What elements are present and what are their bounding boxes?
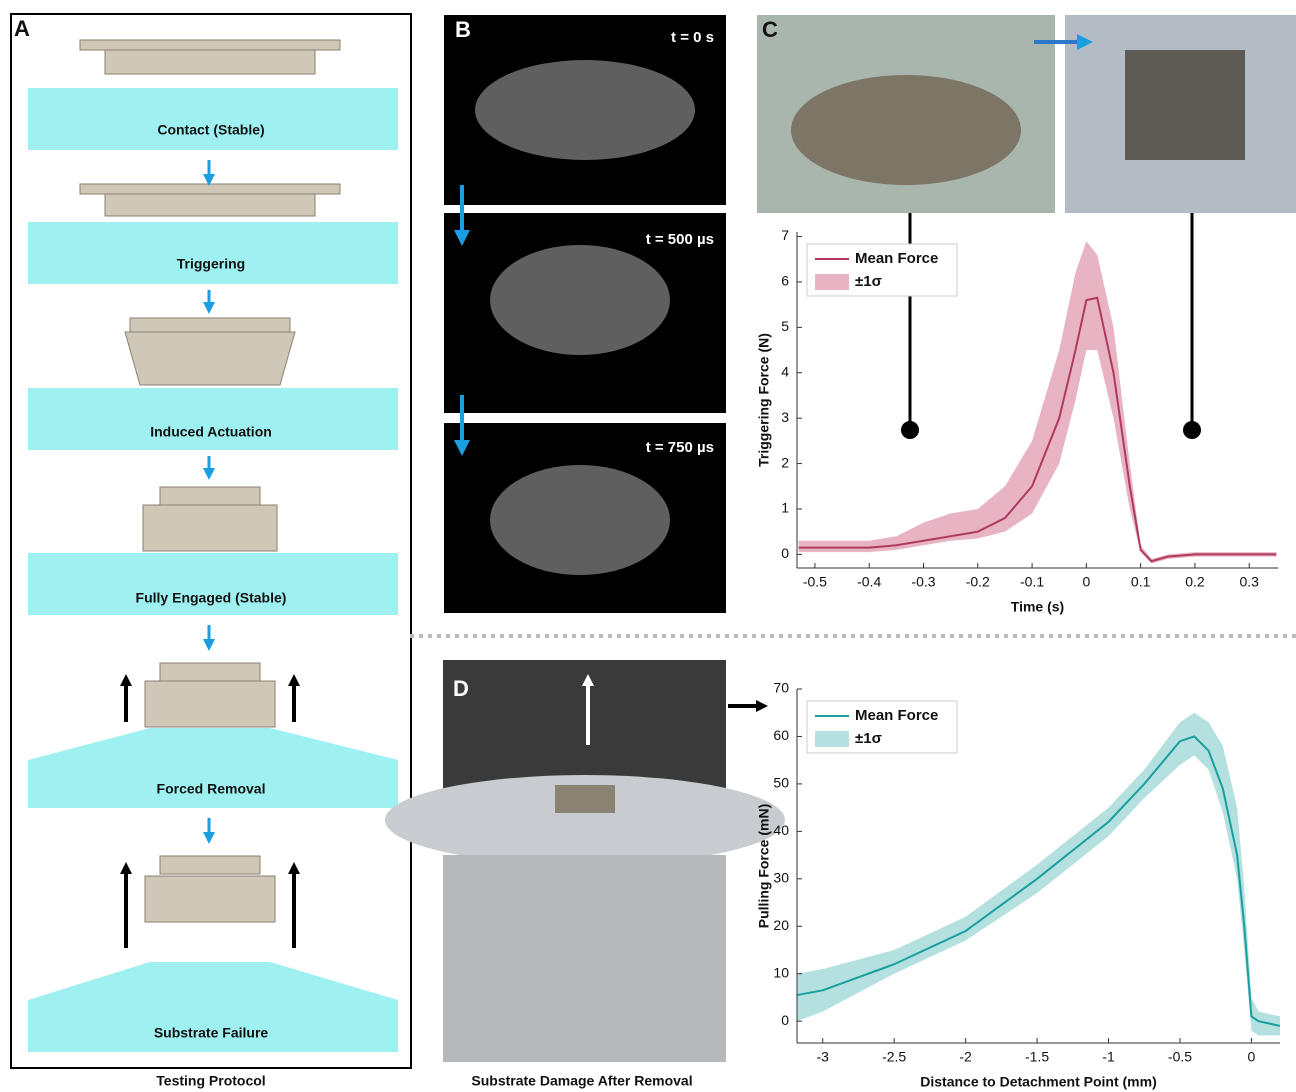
y-axis-label: Triggering Force (N) bbox=[756, 333, 772, 467]
y-tick-label: 50 bbox=[773, 775, 789, 791]
y-tick-label: 6 bbox=[781, 273, 789, 289]
callout-dot bbox=[901, 421, 919, 439]
y-tick-label: 20 bbox=[773, 917, 789, 933]
legend-label: ±1σ bbox=[855, 273, 882, 290]
panel-label: B bbox=[455, 17, 471, 42]
y-tick-label: 10 bbox=[773, 964, 789, 980]
y-tick-label: 60 bbox=[773, 727, 789, 743]
y-axis-label: Pulling Force (mN) bbox=[756, 804, 772, 928]
y-tick-label: 7 bbox=[781, 227, 789, 243]
y-tick-label: 2 bbox=[781, 454, 789, 470]
page: A Testing Protocol B t = 0 s t = 500 µs … bbox=[0, 0, 1296, 1092]
stage-label: Induced Actuation bbox=[150, 424, 272, 440]
callout-dot bbox=[1183, 421, 1201, 439]
y-tick-label: 40 bbox=[773, 822, 789, 838]
x-tick-label: -0.5 bbox=[1168, 1049, 1192, 1065]
x-axis-label: Time (s) bbox=[1011, 599, 1064, 615]
x-tick-label: 0.2 bbox=[1185, 574, 1205, 590]
stage-label: Substrate Failure bbox=[154, 1025, 269, 1041]
x-tick-label: 0.1 bbox=[1131, 574, 1151, 590]
stage-label: Triggering bbox=[177, 256, 245, 272]
photo-device bbox=[1125, 50, 1245, 160]
panel-label: A bbox=[14, 16, 30, 41]
photo-device bbox=[555, 785, 615, 813]
legend-label: Mean Force bbox=[855, 707, 938, 724]
figure: A Testing Protocol B t = 0 s t = 500 µs … bbox=[0, 0, 1296, 1092]
caption: Substrate Damage After Removal bbox=[471, 1073, 692, 1089]
y-tick-label: 3 bbox=[781, 409, 789, 425]
x-tick-label: -0.5 bbox=[803, 574, 827, 590]
panel-label: D bbox=[453, 676, 469, 701]
legend-swatch bbox=[815, 731, 849, 747]
y-tick-label: 30 bbox=[773, 870, 789, 886]
device-silhouettes bbox=[475, 60, 695, 575]
y-tick-label: 0 bbox=[781, 1012, 789, 1028]
y-tick-label: 70 bbox=[773, 680, 789, 696]
x-tick-label: -0.4 bbox=[857, 574, 881, 590]
legend-label: Mean Force bbox=[855, 250, 938, 267]
y-tick-label: 5 bbox=[781, 318, 789, 334]
panel-label: C bbox=[762, 17, 778, 42]
x-tick-label: 0.3 bbox=[1239, 574, 1259, 590]
photo-device bbox=[791, 75, 1021, 185]
x-tick-label: -1 bbox=[1102, 1049, 1115, 1065]
x-tick-label: -3 bbox=[816, 1049, 829, 1065]
stage-label: Contact (Stable) bbox=[157, 122, 264, 138]
frame-time: t = 750 µs bbox=[646, 439, 714, 456]
x-tick-label: -2 bbox=[959, 1049, 972, 1065]
stage-label: Fully Engaged (Stable) bbox=[136, 590, 287, 606]
y-tick-label: 1 bbox=[781, 500, 789, 516]
x-axis-label: Distance to Detachment Point (mm) bbox=[920, 1074, 1156, 1090]
frame-time: t = 0 s bbox=[671, 29, 714, 46]
x-tick-label: -0.2 bbox=[966, 574, 990, 590]
x-tick-label: -2.5 bbox=[882, 1049, 906, 1065]
caption: Testing Protocol bbox=[156, 1073, 265, 1089]
legend-swatch bbox=[815, 274, 849, 290]
x-tick-label: -1.5 bbox=[1025, 1049, 1049, 1065]
x-tick-label: 0 bbox=[1082, 574, 1090, 590]
x-tick-label: -0.3 bbox=[911, 574, 935, 590]
legend-label: ±1σ bbox=[855, 730, 882, 747]
band bbox=[797, 713, 1280, 1036]
y-tick-label: 4 bbox=[781, 363, 789, 379]
stage-label: Forced Removal bbox=[157, 781, 266, 797]
frame-time: t = 500 µs bbox=[646, 231, 714, 248]
x-tick-label: -0.1 bbox=[1020, 574, 1044, 590]
photo bbox=[443, 855, 726, 1062]
y-tick-label: 0 bbox=[781, 545, 789, 561]
x-tick-label: 0 bbox=[1248, 1049, 1256, 1065]
